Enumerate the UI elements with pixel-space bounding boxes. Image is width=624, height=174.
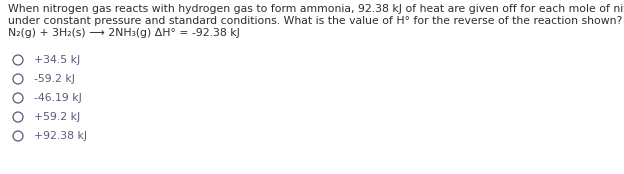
Text: under constant pressure and standard conditions. What is the value of H° for the: under constant pressure and standard con… [8,16,622,26]
Text: +92.38 kJ: +92.38 kJ [34,131,87,141]
Text: +34.5 kJ: +34.5 kJ [34,55,80,65]
Text: When nitrogen gas reacts with hydrogen gas to form ammonia, 92.38 kJ of heat are: When nitrogen gas reacts with hydrogen g… [8,4,624,14]
Text: -59.2 kJ: -59.2 kJ [34,74,75,84]
Text: N₂(g) + 3H₂(s) ⟶ 2NH₃(g) ΔH° = -92.38 kJ: N₂(g) + 3H₂(s) ⟶ 2NH₃(g) ΔH° = -92.38 kJ [8,28,240,38]
Text: -46.19 kJ: -46.19 kJ [34,93,82,103]
Text: +59.2 kJ: +59.2 kJ [34,112,80,122]
